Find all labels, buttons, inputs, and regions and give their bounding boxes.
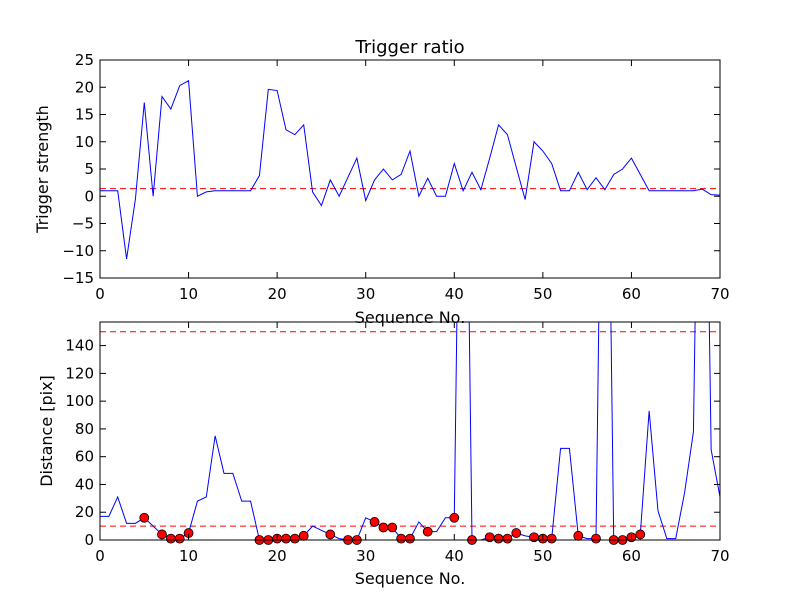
x-axis-label: Sequence No. xyxy=(355,569,466,588)
x-tick-label: 60 xyxy=(622,285,641,303)
data-point-marker xyxy=(635,529,646,540)
y-tick-label: −15 xyxy=(62,269,94,287)
data-point-marker xyxy=(502,533,513,544)
y-tick-label: 0 xyxy=(84,187,94,205)
data-point-marker xyxy=(139,512,150,523)
series-line xyxy=(100,79,720,260)
data-point-marker xyxy=(511,528,522,538)
data-point-marker xyxy=(493,533,504,544)
x-axis-label: Sequence No. xyxy=(355,308,466,327)
y-tick-label: 120 xyxy=(65,364,94,382)
x-tick-label: 60 xyxy=(622,547,641,565)
y-tick-label: −10 xyxy=(62,242,94,260)
data-point-marker xyxy=(449,512,460,523)
data-point-marker xyxy=(157,529,167,540)
data-point-marker xyxy=(387,522,398,533)
data-point-marker xyxy=(325,529,336,540)
y-tick-label: 20 xyxy=(75,78,94,96)
x-tick-label: 20 xyxy=(268,285,287,303)
x-tick-label: 0 xyxy=(95,285,105,303)
data-point-marker xyxy=(591,533,601,544)
y-tick-label: 80 xyxy=(75,420,94,438)
plot-area: 0 10 20 30 40 50 60 70 −15 −10 −5 0 5 10 15 20 25 xyxy=(62,51,729,303)
y-tick-label: 10 xyxy=(75,133,94,151)
data-point-marker xyxy=(573,530,584,541)
x-tick-label: 50 xyxy=(533,285,552,303)
chart-title: Trigger ratio xyxy=(354,37,464,58)
x-tick-label: 20 xyxy=(268,547,287,565)
x-tick-label: 10 xyxy=(179,547,198,565)
axes-frame xyxy=(99,321,721,541)
y-tick-label: 60 xyxy=(75,448,94,466)
plot-content xyxy=(100,79,720,260)
x-tick-label: 40 xyxy=(445,285,464,303)
y-tick-label: 5 xyxy=(84,160,94,178)
y-axis-label: Distance [pix] xyxy=(37,375,56,487)
data-point-marker xyxy=(378,522,389,533)
y-tick-label: 15 xyxy=(75,106,94,124)
x-tick-label: 40 xyxy=(445,547,464,565)
y-tick-label: 100 xyxy=(65,392,94,410)
data-point-marker xyxy=(289,533,300,544)
y-tick-label: 25 xyxy=(75,51,94,69)
x-tick-label: 0 xyxy=(95,547,105,565)
data-point-marker xyxy=(298,530,309,541)
data-point-marker xyxy=(396,533,407,544)
y-tick-label: 40 xyxy=(75,475,94,493)
x-tick-label: 70 xyxy=(710,547,729,565)
y-tick-label: 20 xyxy=(75,503,94,521)
data-point-marker xyxy=(369,517,380,527)
data-point-marker xyxy=(174,533,185,544)
x-tick-label: 30 xyxy=(356,285,375,303)
plot-area: 0 10 20 30 40 50 60 70 0 20 40 60 80 100 120 140 xyxy=(65,321,730,565)
data-point-marker xyxy=(422,526,433,537)
y-tick-label: 140 xyxy=(65,337,94,355)
x-tick-label: 70 xyxy=(710,285,729,303)
y-axis-label: Trigger strength xyxy=(33,105,52,234)
data-point-marker xyxy=(405,533,415,544)
data-point-marker xyxy=(165,533,176,544)
data-point-marker xyxy=(546,533,557,544)
distance-panel: Distance [pix] Sequence No. 0 10 20 30 40 50 6… xyxy=(37,321,730,588)
y-tick-label: −5 xyxy=(72,215,94,233)
data-point-marker xyxy=(281,533,291,544)
x-tick-label: 30 xyxy=(356,547,375,565)
x-tick-label: 50 xyxy=(533,547,552,565)
x-tick-label: 10 xyxy=(179,285,198,303)
y-tick-label: 0 xyxy=(84,531,94,549)
